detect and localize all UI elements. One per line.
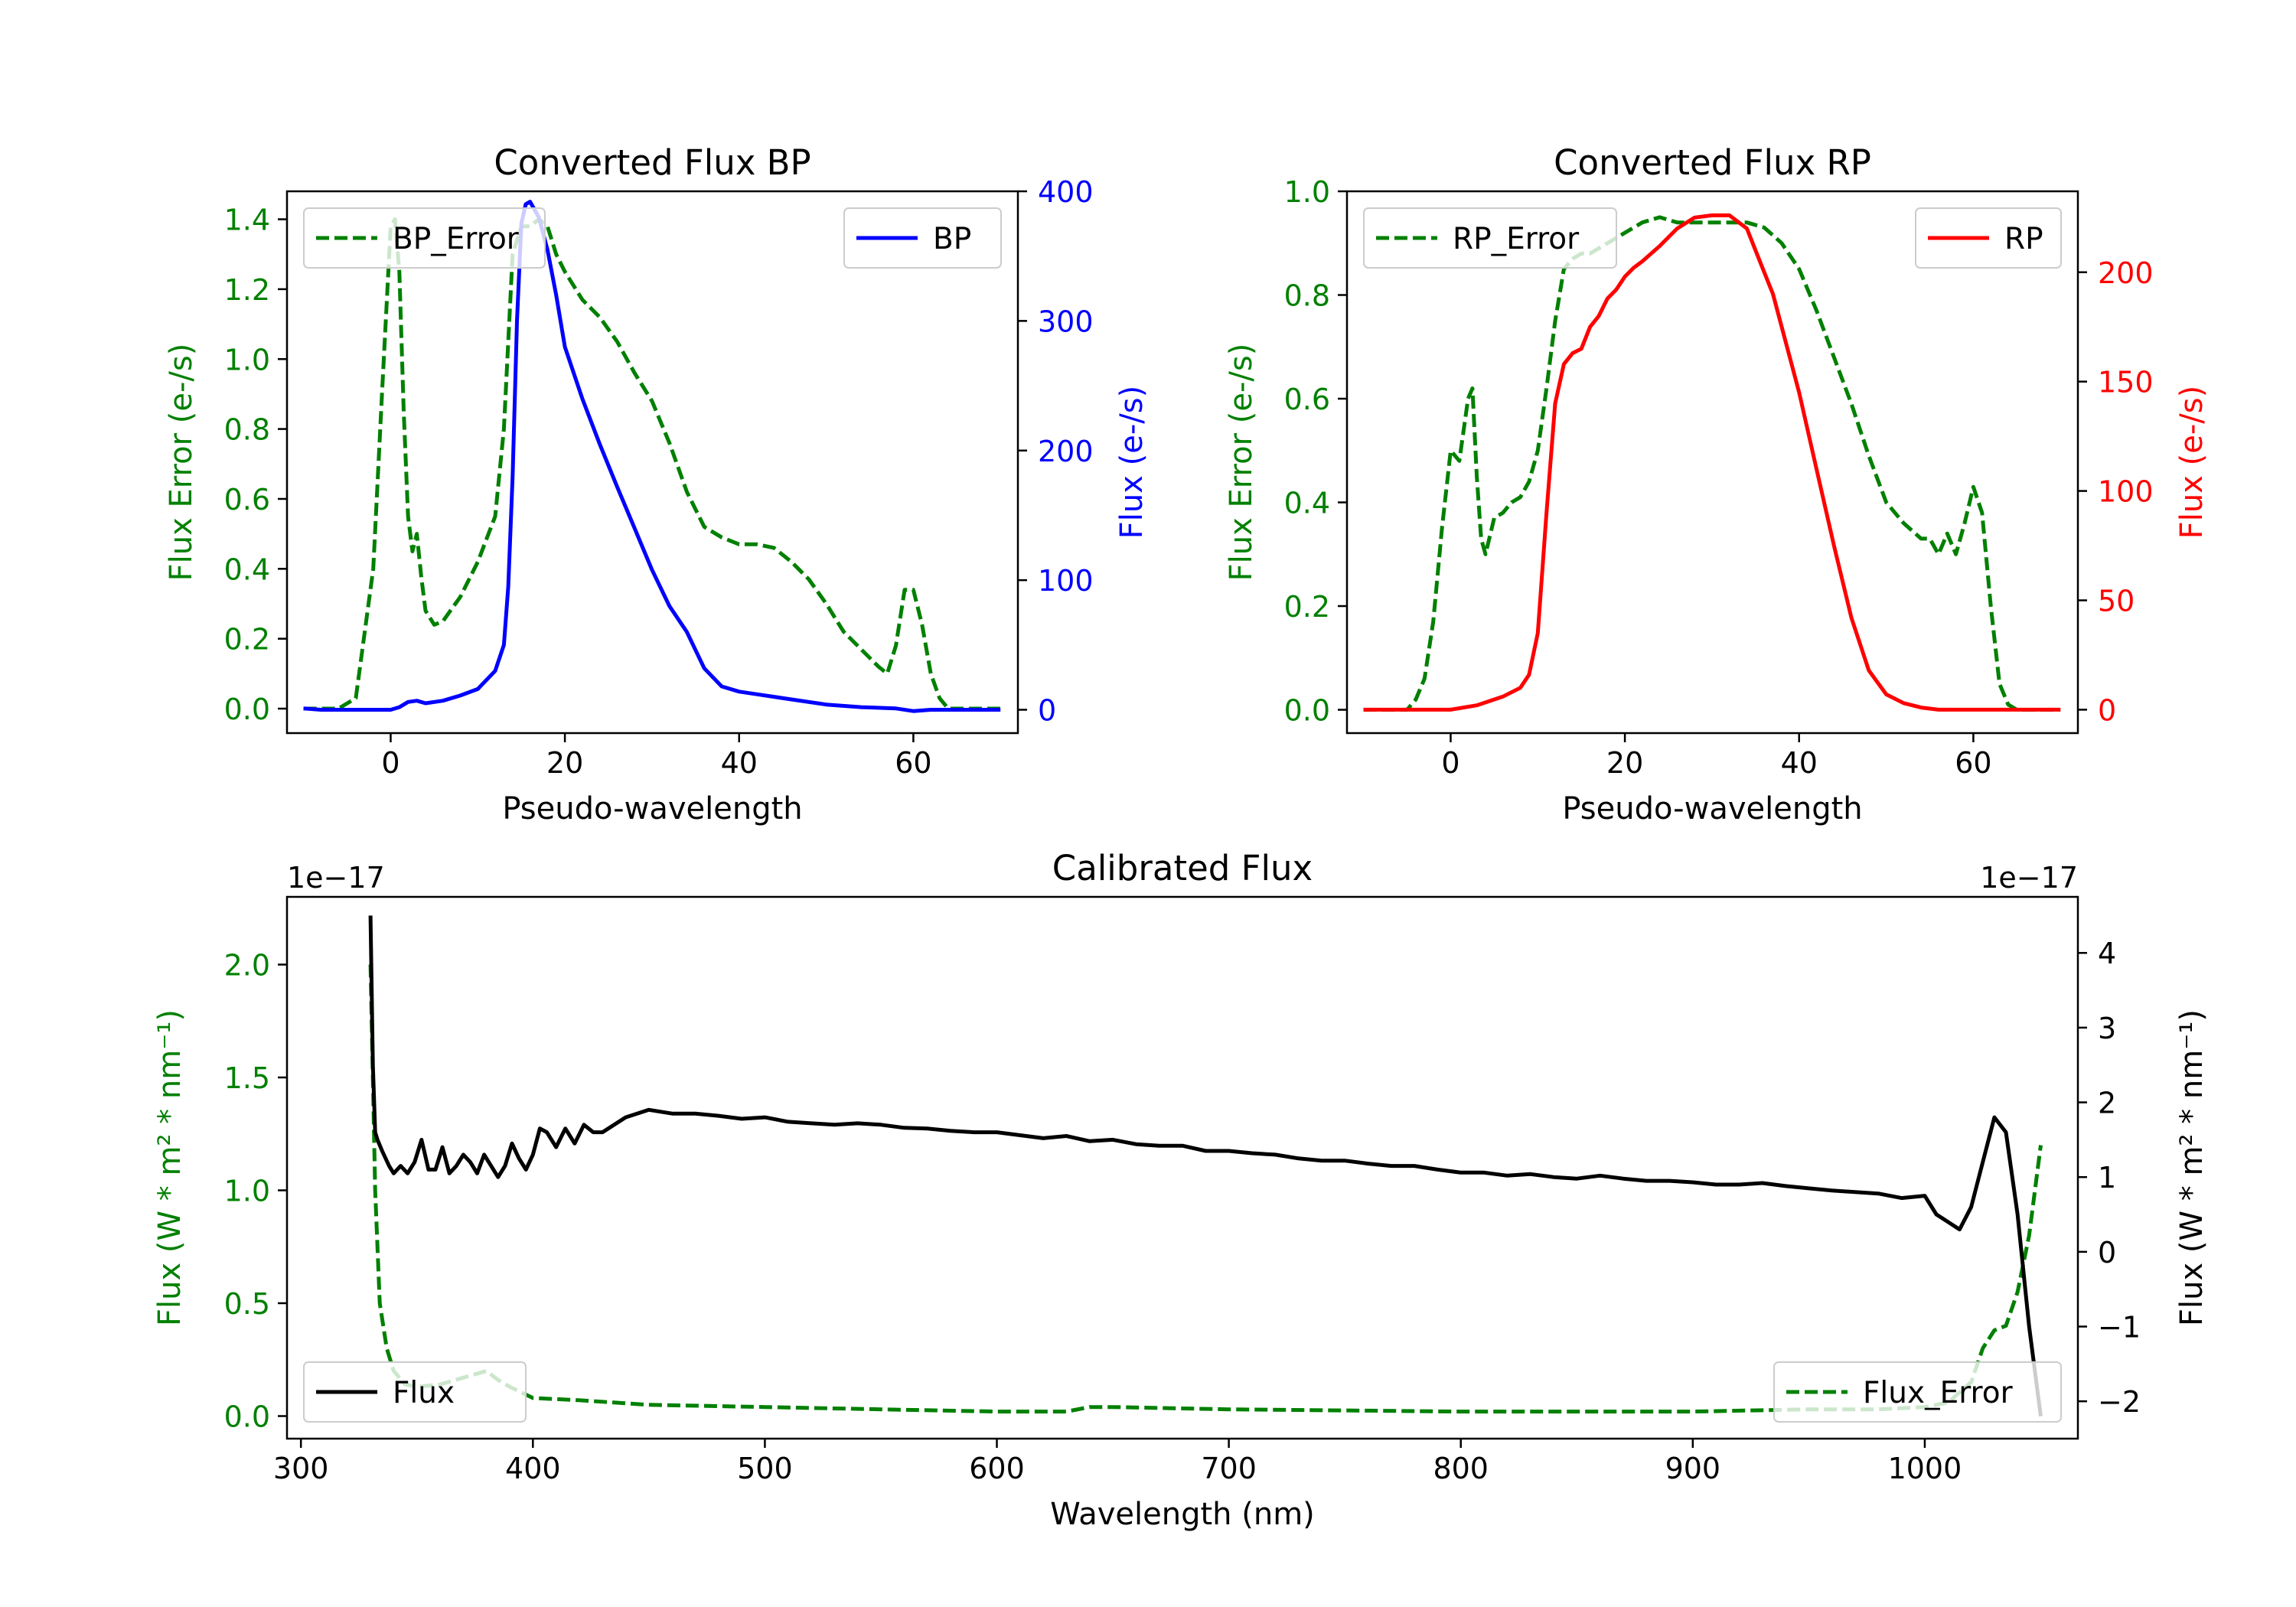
legend-label: Flux <box>393 1376 455 1410</box>
x-tick-label: 800 <box>1433 1452 1489 1485</box>
y-right-tick-label: 1 <box>2098 1161 2116 1195</box>
series-line-rp-error <box>1363 215 2061 712</box>
x-tick-label: 0 <box>1441 746 1459 780</box>
x-tick-label: 900 <box>1665 1452 1721 1485</box>
legend-left: RP_Error <box>1363 207 1617 269</box>
x-axis-label: Pseudo-wavelength <box>502 791 802 826</box>
x-tick-label: 300 <box>273 1452 329 1485</box>
y-left-tick-label: 1.4 <box>224 204 270 237</box>
legend-label: BP <box>933 222 971 256</box>
y-right-tick-label: −2 <box>2098 1385 2141 1419</box>
legend-label: RP <box>2004 222 2043 256</box>
y-right-tick-label: 50 <box>2098 585 2135 618</box>
y-right-tick-label: 150 <box>2098 366 2154 399</box>
legend-label: BP_Error <box>393 222 520 256</box>
x-tick-label: 20 <box>1606 746 1643 780</box>
y-left-tick-label: 0.2 <box>224 623 270 657</box>
x-tick-label: 700 <box>1201 1452 1257 1485</box>
chart-title: Calibrated Flux <box>1052 848 1313 888</box>
y-right-tick-label: 200 <box>2098 256 2154 290</box>
legend-left: BP_Error <box>303 207 546 269</box>
y-left-tick-label: 0.5 <box>224 1287 270 1321</box>
y-left-tick-label: 1.0 <box>224 1175 270 1208</box>
x-tick-label: 40 <box>721 746 758 780</box>
y-right-offset-label: 1e−17 <box>1980 861 2078 895</box>
y-left-tick-label: 0.6 <box>1284 383 1330 416</box>
y-right-tick-label: 0 <box>2098 693 2116 727</box>
y-right-tick-label: 400 <box>1038 175 1094 209</box>
series-line-bp-error <box>303 217 1001 711</box>
y-right-tick-label: 200 <box>1038 435 1094 468</box>
legend-frame <box>1363 207 1617 269</box>
y-right-tick-label: 4 <box>2098 937 2116 970</box>
y-left-axis-label: Flux (W * m² * nm⁻¹) <box>152 1009 188 1326</box>
chart-title: Converted Flux RP <box>1554 142 1871 183</box>
x-tick-label: 400 <box>505 1452 561 1485</box>
legend-frame <box>303 1361 527 1423</box>
y-right-tick-label: −1 <box>2098 1311 2141 1345</box>
x-tick-label: 60 <box>895 746 931 780</box>
x-tick-label: 1000 <box>1888 1452 1962 1485</box>
y-left-tick-label: 0.0 <box>1284 694 1330 728</box>
legend-label: RP_Error <box>1453 222 1580 256</box>
legend-label: Flux_Error <box>1863 1376 2014 1410</box>
x-tick-label: 60 <box>1955 746 1991 780</box>
y-right-tick-label: 0 <box>1038 694 1056 728</box>
legend-frame <box>303 207 546 269</box>
y-right-axis-label: Flux (W * m² * nm⁻¹) <box>2174 1009 2210 1326</box>
x-axis-label: Wavelength (nm) <box>1050 1497 1315 1532</box>
y-right-axis-label: Flux (e-/s) <box>2174 386 2210 539</box>
y-left-tick-label: 1.2 <box>224 273 270 307</box>
series-line-bp <box>303 200 1001 713</box>
legend-frame <box>843 207 1002 269</box>
axes-frame <box>1345 190 2079 735</box>
y-left-tick-label: 0.8 <box>224 413 270 447</box>
x-tick-label: 600 <box>969 1452 1025 1485</box>
panel-converted-flux-bp: 0 20 40 60 0.0 0.2 0.4 0.6 0.8 1.0 1.2 1.4 0 100 200 30… <box>164 142 1150 826</box>
y-right-tick-label: 300 <box>1038 305 1094 338</box>
y-left-tick-label: 0.2 <box>1284 590 1330 624</box>
y-left-tick-label: 0.0 <box>224 693 270 726</box>
y-left-offset-label: 1e−17 <box>287 861 385 895</box>
x-tick-label: 500 <box>737 1452 793 1485</box>
y-left-tick-label: 0.8 <box>1284 279 1330 313</box>
legend-frame <box>1773 1361 2062 1423</box>
y-left-tick-label: 1.5 <box>224 1061 270 1095</box>
x-tick-label: 20 <box>546 746 583 780</box>
y-left-axis-label: Flux Error (e-/s) <box>1224 344 1259 582</box>
legend-flux: Flux <box>303 1361 527 1423</box>
y-right-tick-label: 2 <box>2098 1087 2116 1120</box>
y-left-tick-label: 0.6 <box>224 483 270 517</box>
legend-right: BP <box>843 207 1002 269</box>
panel-calibrated-flux: 300 400 500 600 700 800 900 1000 0.0 0.5 1.0 1.5 2.0… <box>152 848 2210 1532</box>
axes-frame <box>285 190 1019 735</box>
series-line-flux <box>368 915 2043 1417</box>
y-left-tick-label: 1.0 <box>224 343 270 376</box>
panel-converted-flux-rp: 0 20 40 60 0.0 0.2 0.4 0.6 0.8 1.0 0 50 100 150 200 Con… <box>1224 142 2210 826</box>
y-right-tick-label: 3 <box>2098 1012 2116 1045</box>
axes-frame <box>285 895 2079 1440</box>
y-left-tick-label: 0.4 <box>1284 487 1330 520</box>
x-tick-label: 0 <box>381 746 400 780</box>
legend-right: RP <box>1915 207 2062 269</box>
y-left-axis-label: Flux Error (e-/s) <box>164 344 199 582</box>
y-left-tick-label: 0.4 <box>224 553 270 586</box>
y-right-tick-label: 100 <box>2098 475 2154 509</box>
chart-title: Converted Flux BP <box>494 142 810 183</box>
y-left-tick-label: 1.0 <box>1284 175 1330 209</box>
x-axis-label: Pseudo-wavelength <box>1562 791 1862 826</box>
y-right-axis-label: Flux (e-/s) <box>1114 386 1150 539</box>
x-tick-label: 40 <box>1781 746 1818 780</box>
legend-flux-error: Flux_Error <box>1773 1361 2062 1423</box>
y-left-tick-label: 2.0 <box>224 949 270 983</box>
y-right-tick-label: 100 <box>1038 564 1094 598</box>
y-right-tick-label: 0 <box>2098 1236 2116 1270</box>
series-line-rp <box>1363 213 2061 712</box>
y-left-tick-label: 0.0 <box>224 1400 270 1434</box>
